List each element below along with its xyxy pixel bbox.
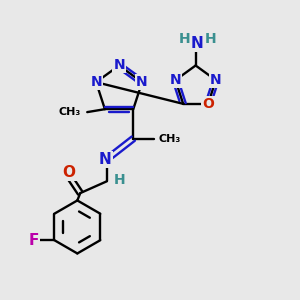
- Text: CH₃: CH₃: [158, 134, 181, 144]
- Text: N: N: [136, 75, 148, 89]
- Text: N: N: [113, 58, 125, 73]
- Text: H: H: [114, 173, 126, 187]
- Text: CH₃: CH₃: [58, 107, 81, 117]
- Text: N: N: [210, 73, 222, 87]
- Text: N: N: [191, 36, 203, 51]
- Text: F: F: [28, 233, 39, 248]
- Text: H: H: [205, 32, 217, 46]
- Text: O: O: [202, 97, 214, 111]
- Text: H: H: [178, 32, 190, 46]
- Text: N: N: [99, 152, 112, 167]
- Text: N: N: [170, 73, 181, 87]
- Text: O: O: [63, 165, 76, 180]
- Text: N: N: [90, 75, 102, 89]
